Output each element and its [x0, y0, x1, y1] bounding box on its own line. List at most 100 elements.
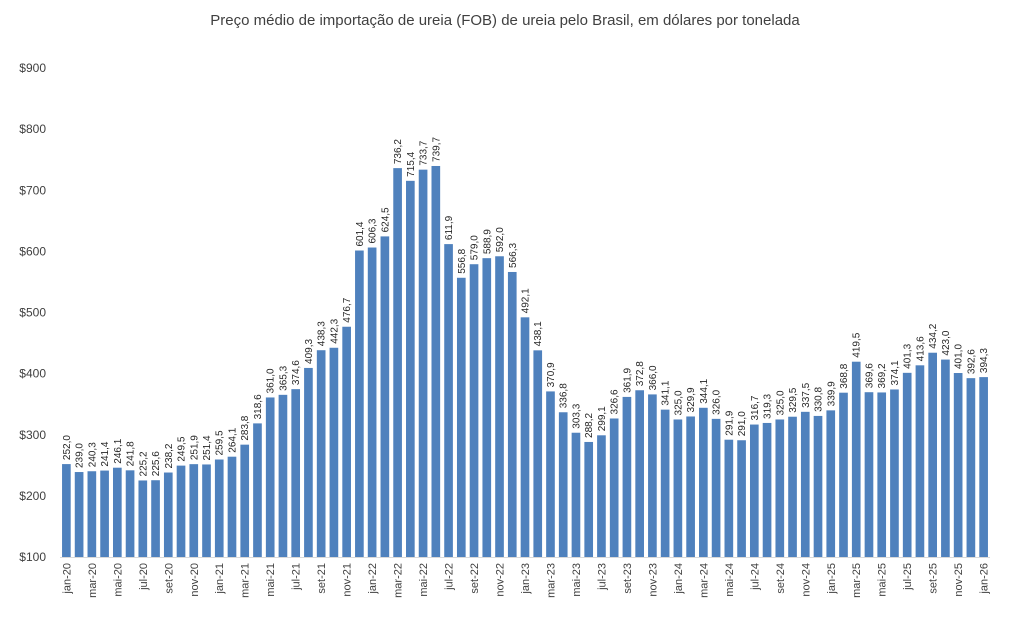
- bar: [87, 471, 97, 557]
- bar: [966, 378, 976, 557]
- bar: [724, 439, 734, 557]
- data-label: 241,4: [100, 441, 111, 466]
- data-label: 326,0: [712, 389, 723, 414]
- data-label: 318,6: [253, 394, 264, 419]
- bar: [507, 271, 517, 557]
- bar: [762, 422, 772, 557]
- y-tick-label: $100: [19, 550, 46, 564]
- bar: [915, 365, 925, 557]
- bar: [699, 407, 708, 557]
- data-label: 409,3: [304, 338, 315, 363]
- x-tick-label: mai-21: [265, 563, 277, 597]
- bar: [393, 168, 402, 558]
- data-label: 374,6: [291, 360, 302, 385]
- x-tick-label: mar-21: [240, 563, 252, 598]
- x-tick-label: jul-24: [749, 563, 761, 591]
- x-tick-label: jan-24: [673, 563, 685, 595]
- data-label: 579,0: [470, 235, 481, 260]
- x-tick-label: set-22: [469, 563, 481, 594]
- data-label: 251,9: [189, 435, 200, 460]
- x-tick-label: nov-25: [953, 563, 965, 597]
- y-tick-label: $800: [19, 122, 46, 136]
- x-tick-label: nov-21: [342, 563, 354, 597]
- bar: [202, 464, 211, 557]
- data-label: 252,0: [62, 435, 73, 460]
- bar: [775, 419, 785, 557]
- data-label: 329,9: [686, 387, 697, 412]
- bar: [877, 392, 887, 557]
- bar: [851, 361, 861, 557]
- bar: [189, 464, 199, 557]
- bar: [316, 350, 326, 557]
- data-label: 624,5: [380, 207, 391, 232]
- x-tick-label: jul-20: [138, 563, 150, 591]
- data-label: 303,3: [571, 403, 582, 428]
- data-label: 291,9: [724, 410, 735, 435]
- bar: [214, 459, 224, 557]
- bar: [380, 236, 390, 558]
- data-label: 316,7: [750, 395, 761, 420]
- x-tick-label: mar-23: [545, 563, 557, 598]
- data-label: 366,0: [648, 365, 659, 390]
- x-tick-label: nov-23: [647, 563, 659, 597]
- bar: [482, 258, 492, 557]
- data-label: 392,6: [966, 349, 977, 374]
- data-label: 361,0: [266, 368, 277, 393]
- bar: [890, 389, 899, 557]
- data-label: 264,1: [227, 427, 238, 452]
- data-label: 566,3: [508, 243, 519, 268]
- bar: [711, 418, 721, 557]
- bar: [291, 389, 301, 557]
- data-labels-group: 252,0 239,0 240,3 241,4 246,1 241,8 225,2 225,6…: [62, 137, 990, 477]
- x-tick-label: mai-22: [418, 563, 430, 597]
- bar: [278, 394, 288, 557]
- data-label: 556,8: [457, 248, 468, 273]
- data-label: 238,2: [164, 443, 175, 468]
- data-label: 413,6: [915, 336, 926, 361]
- data-label: 369,6: [864, 363, 875, 388]
- x-tick-label: set-21: [316, 563, 328, 594]
- data-label: 288,2: [584, 412, 595, 437]
- y-tick-label: $400: [19, 367, 46, 381]
- data-label: 374,1: [890, 360, 901, 385]
- y-tick-label: $900: [19, 61, 46, 75]
- bar: [660, 409, 670, 557]
- x-tick-label: set-23: [622, 563, 634, 594]
- bar: [788, 416, 797, 557]
- data-label: 344,1: [699, 378, 710, 403]
- x-tick-label: mai-20: [112, 563, 124, 597]
- x-tick-label: jul-21: [291, 563, 303, 591]
- x-tick-label: mar-22: [393, 563, 405, 598]
- y-tick-label: $600: [19, 244, 46, 258]
- bar: [648, 394, 657, 557]
- x-tick-label: jul-22: [444, 563, 456, 591]
- data-label: 299,1: [597, 406, 608, 431]
- x-axis: jan-20 mar-20 mai-20 jul-20 set-20 nov-20 jan-…: [60, 557, 991, 598]
- x-tick-label: jan-23: [520, 563, 532, 595]
- data-label: 329,5: [788, 387, 799, 412]
- bar: [520, 317, 530, 557]
- bars-group: [62, 165, 988, 558]
- bar: [584, 441, 594, 557]
- y-tick-label: $200: [19, 489, 46, 503]
- x-tick-label: mai-24: [724, 563, 736, 597]
- bar: [826, 410, 836, 557]
- x-tick-label: set-24: [775, 563, 787, 594]
- bar: [813, 415, 823, 557]
- data-label: 715,4: [406, 151, 417, 176]
- bar: [74, 472, 84, 557]
- chart-title: Preço médio de importação de ureia (FOB)…: [210, 12, 800, 29]
- data-label: 394,3: [979, 348, 990, 373]
- data-label: 736,2: [393, 139, 404, 164]
- y-tick-label: $700: [19, 183, 46, 197]
- bar: [749, 424, 759, 557]
- bar: [304, 367, 313, 557]
- data-label: 733,7: [419, 140, 430, 165]
- bar: [112, 467, 122, 557]
- bar: [495, 256, 504, 557]
- data-label: 291,0: [737, 411, 748, 436]
- data-label: 492,1: [521, 288, 532, 313]
- data-label: 442,3: [329, 318, 340, 343]
- bar: [444, 244, 453, 557]
- bar: [902, 372, 912, 557]
